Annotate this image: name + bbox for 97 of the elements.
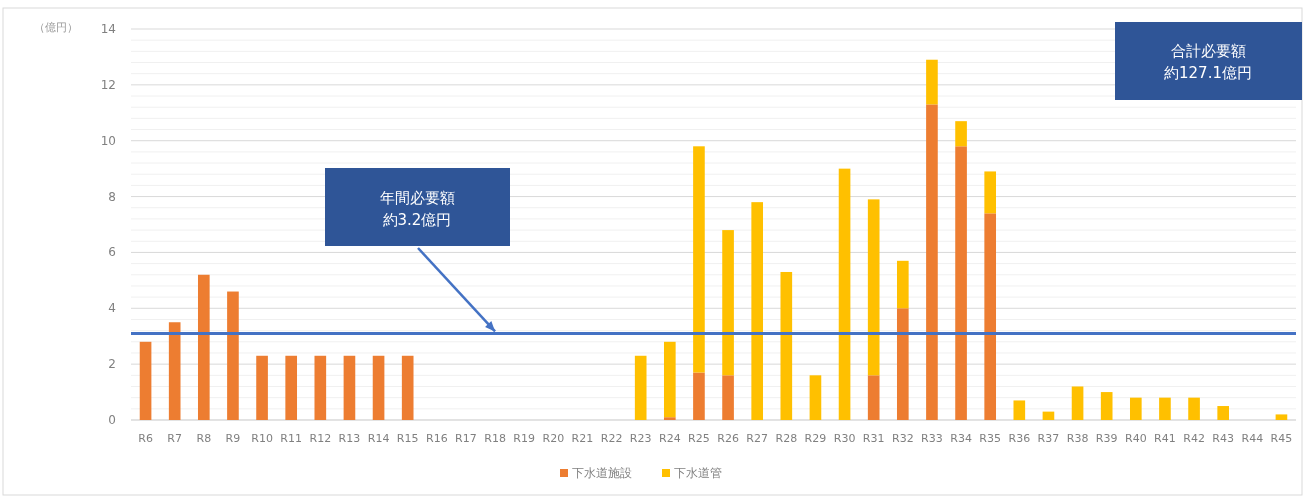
bar	[1071, 386, 1084, 420]
bar	[984, 171, 997, 214]
note-box: 年間必要額 約3.2億円	[325, 168, 510, 246]
bar	[722, 230, 734, 376]
x-tick-label: R7	[167, 432, 183, 445]
y-tick-label: 6	[108, 245, 116, 260]
bar	[1159, 397, 1171, 420]
bar	[168, 322, 181, 420]
y-tick-label: 10	[100, 133, 116, 148]
legend-label: 下水道管	[674, 466, 722, 480]
bar	[955, 121, 967, 147]
bar	[751, 202, 764, 420]
x-tick-label: R24	[658, 432, 681, 445]
x-tick-label: R13	[338, 432, 361, 445]
x-tick-label: R9	[225, 432, 241, 445]
annotation: 約3.2億円	[382, 211, 452, 229]
x-tick-label: R18	[484, 432, 506, 445]
bar	[663, 341, 676, 418]
bar	[780, 271, 793, 420]
bar	[285, 355, 298, 420]
x-tick-label: R41	[1154, 432, 1176, 445]
x-tick-label: R39	[1095, 432, 1118, 445]
x-tick-label: R14	[367, 432, 390, 445]
bar	[1129, 397, 1142, 420]
y-tick-label: 4	[108, 301, 116, 316]
annotation: 年間必要額	[379, 189, 455, 207]
x-tick-label: R32	[891, 432, 914, 445]
annotation: 合計必要額	[1170, 42, 1246, 60]
x-tick-label: R37	[1037, 432, 1060, 445]
bar	[372, 355, 385, 420]
legend-label: 下水道施設	[572, 466, 632, 480]
y-tick-label: 0	[108, 413, 116, 427]
x-tick-label: R35	[979, 432, 1002, 445]
x-tick-label: R34	[950, 432, 972, 445]
x-tick-label: R8	[196, 432, 212, 445]
bar	[1042, 411, 1055, 420]
bar	[809, 375, 822, 420]
bar	[634, 355, 647, 420]
bar	[926, 59, 938, 105]
bar	[1217, 406, 1230, 420]
y-axis-title: （億円）	[34, 21, 78, 34]
x-tick-label: R17	[455, 432, 477, 445]
bar	[867, 199, 880, 376]
x-tick-label: R27	[746, 432, 769, 445]
x-tick-label: R31	[862, 432, 885, 445]
x-tick-label: R22	[600, 432, 623, 445]
x-tick-label: R40	[1124, 432, 1147, 445]
bar	[693, 372, 705, 420]
y-tick-label: 2	[108, 357, 116, 372]
bar	[867, 375, 880, 420]
bar	[197, 274, 210, 420]
total-box: 合計必要額 約127.1億円	[1115, 22, 1302, 100]
x-tick-label: R11	[280, 432, 303, 445]
bar	[1188, 397, 1200, 420]
bar	[926, 104, 938, 420]
bar	[896, 260, 909, 309]
bar	[401, 355, 414, 420]
x-tick-label: R23	[629, 432, 652, 445]
x-tick-label: R36	[1008, 432, 1031, 445]
x-tick-label: R6	[138, 432, 153, 445]
bar	[663, 417, 676, 420]
bar	[838, 168, 851, 420]
x-tick-label: R20	[542, 432, 565, 445]
x-tick-label: R33	[921, 432, 943, 445]
bar	[1100, 392, 1113, 420]
bar	[1275, 414, 1288, 420]
bar	[256, 355, 268, 420]
x-tick-label: R43	[1212, 432, 1235, 445]
bar	[955, 146, 967, 420]
x-tick-label: R28	[775, 432, 798, 445]
bar	[984, 213, 997, 420]
bar	[139, 341, 152, 420]
bar	[896, 308, 909, 420]
x-tick-label: R30	[833, 432, 856, 445]
x-tick-label: R45	[1270, 432, 1293, 445]
x-tick-label: R15	[396, 432, 419, 445]
x-tick-label: R26	[717, 432, 739, 445]
x-tick-label: R42	[1183, 432, 1205, 445]
annotation: 約127.1億円	[1164, 64, 1252, 82]
x-tick-label: R44	[1241, 432, 1264, 445]
x-tick-label: R38	[1066, 432, 1089, 445]
bar	[343, 355, 356, 420]
bar	[1013, 400, 1026, 420]
bar	[314, 355, 327, 420]
x-tick-label: R21	[571, 432, 594, 445]
bar	[227, 291, 239, 420]
y-tick-label: 12	[100, 77, 116, 92]
bar	[693, 146, 705, 373]
y-tick-label: 14	[100, 22, 116, 36]
x-tick-label: R25	[688, 432, 710, 445]
x-tick-label: R29	[804, 432, 827, 445]
x-tick-label: R19	[513, 432, 536, 445]
x-tick-label: R16	[425, 432, 448, 445]
y-tick-label: 8	[108, 189, 116, 204]
bar	[722, 375, 734, 420]
x-tick-label: R10	[251, 432, 273, 445]
x-tick-label: R12	[309, 432, 332, 445]
